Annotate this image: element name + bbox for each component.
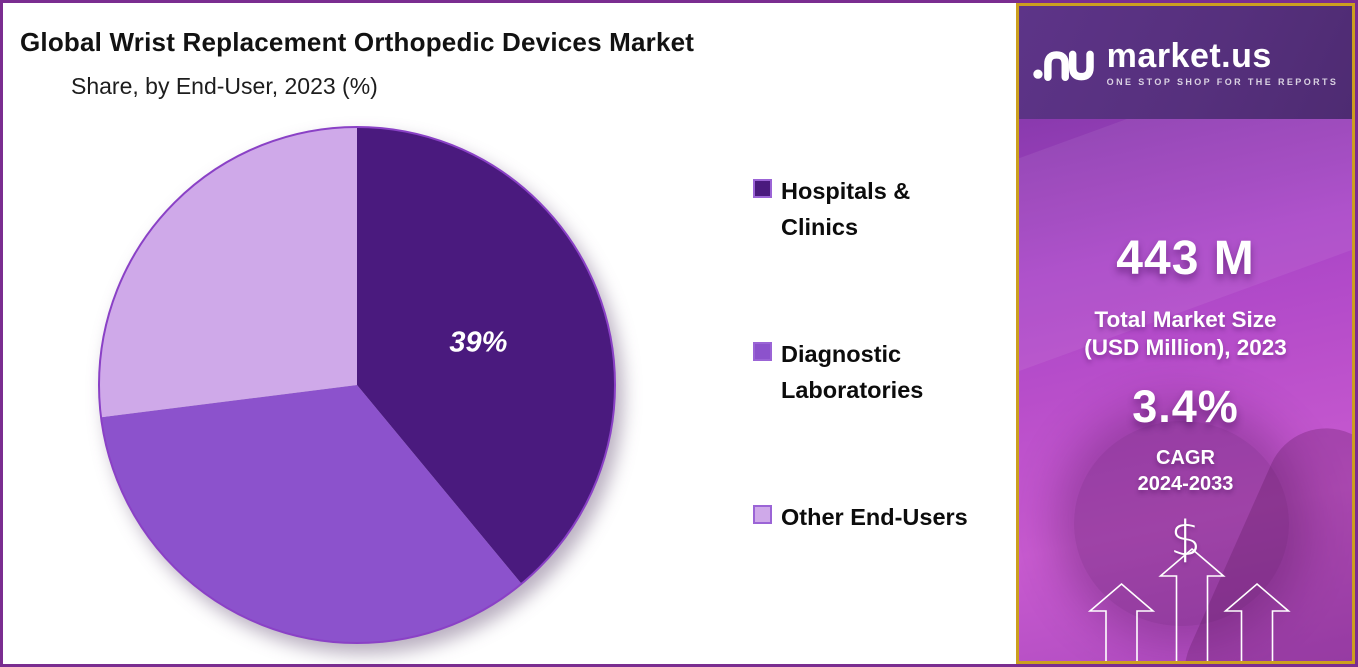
legend-swatch-diagnostic-laboratories-icon <box>753 341 772 361</box>
dollar-icon: $ <box>1170 511 1201 567</box>
pie-slice-other-end-users <box>98 127 357 418</box>
logo-wordmark: market.us <box>1106 36 1272 75</box>
legend-label-line: Hospitals & <box>781 178 911 204</box>
cagr-value: 3.4% <box>1132 381 1239 432</box>
legend-label-line: Clinics <box>781 214 859 241</box>
legend-label-other-end-users: Other End-Users <box>781 499 968 535</box>
logo-text-block: market.us ONE STOP SHOP FOR THE REPORTS <box>1107 39 1339 87</box>
cagr-label-line2: 2024-2033 <box>1137 473 1234 495</box>
legend-label-diagnostic-laboratories: Diagnostic Laboratories <box>781 336 923 409</box>
pie-slice-diagnostic-laboratories <box>101 385 522 644</box>
legend-label-hospitals-clinics: Hospitals & Clinics <box>781 173 910 246</box>
logo-tagline: ONE STOP SHOP FOR THE REPORTS <box>1106 76 1339 87</box>
legend-item-hospitals-clinics: Hospitals & Clinics <box>753 173 998 246</box>
pie-chart-svg: 39% <box>98 126 616 644</box>
legend-swatch-hospitals-clinics-icon <box>753 179 772 198</box>
page-subtitle: Share, by End-User, 2023 (%) <box>71 73 378 99</box>
market-size-value: 443 M <box>1116 232 1255 285</box>
market-size-label-line2: (USD Million), 2023 <box>1084 335 1287 361</box>
brand-sidebar: market.us ONE STOP SHOP FOR THE REPORTS … <box>1016 3 1355 664</box>
page-title: Global Wrist Replacement Orthopedic Devi… <box>20 27 695 57</box>
legend-label-line: Diagnostic <box>781 340 902 367</box>
pie-slice-hospitals-clinics <box>357 126 616 584</box>
market-size-label: Total Market Size (USD Million), 2023 <box>1019 306 1352 363</box>
legend-label-line: Laboratories <box>781 377 924 404</box>
market-size-label-line1: Total Market Size <box>1094 307 1277 332</box>
market-us-logo-icon <box>1032 50 1094 81</box>
pie-data-label: 39% <box>449 326 507 358</box>
legend-item-other-end-users: Other End-Users <box>753 499 998 535</box>
pie-chart: 39% <box>77 105 637 664</box>
sidebar-background-overlay <box>1074 421 1289 626</box>
growth-arrows-icon <box>1087 547 1291 661</box>
legend-item-diagnostic-laboratories: Diagnostic Laboratories <box>753 336 998 409</box>
cagr-label: CAGR 2024-2033 <box>1019 445 1352 497</box>
legend-swatch-other-end-users-icon <box>753 504 772 524</box>
pie-outline <box>98 126 616 644</box>
chart-legend: Hospitals & Clinics Diagnostic Laborator… <box>753 173 998 535</box>
sidebar-logo-header: market.us ONE STOP SHOP FOR THE REPORTS <box>1019 6 1352 119</box>
legend-label-line: Other End-Users <box>781 503 968 530</box>
cagr-label-line1: CAGR <box>1156 447 1215 469</box>
